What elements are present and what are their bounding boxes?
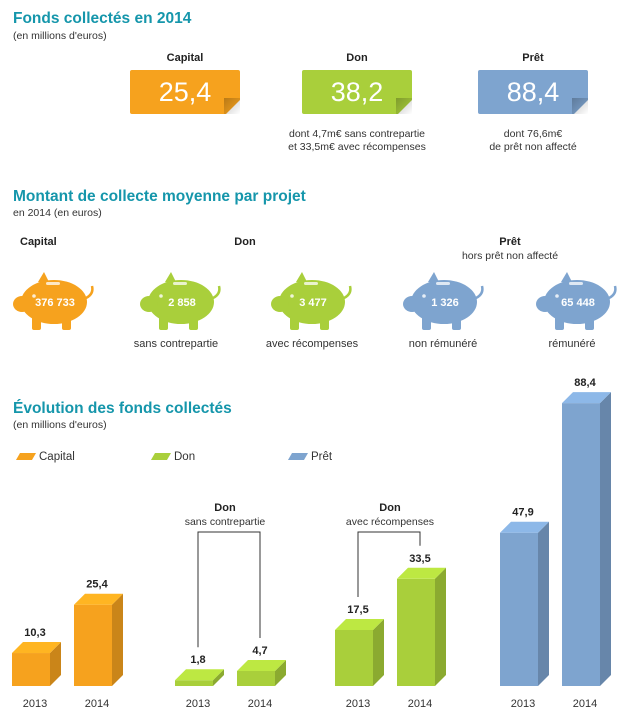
bar-3-0-front xyxy=(500,532,538,686)
bar-2-1-top xyxy=(397,567,446,579)
category-label: 2014 xyxy=(573,698,597,710)
bar-value-label: 4,7 xyxy=(252,645,267,657)
legend-pret-label: Prêt xyxy=(311,451,333,463)
bar-3-0-top xyxy=(500,521,549,533)
section3-title: Évolution des fonds collectés xyxy=(13,400,232,417)
section2-title: Montant de collecte moyenne par projet xyxy=(13,188,306,205)
pig-group-capital: Capital xyxy=(20,236,57,248)
legend-capital-label: Capital xyxy=(39,451,75,463)
pig-group-pret: Prêt xyxy=(499,236,521,248)
bar-0-1-front xyxy=(74,604,112,686)
bar-value-label: 88,4 xyxy=(574,377,596,389)
card-pret-note-2: de prêt non affecté xyxy=(489,141,577,153)
card-pret-value: 88,4 xyxy=(506,77,560,107)
piggy-bank-3: 3 477 xyxy=(268,270,358,332)
category-label: 2013 xyxy=(511,698,535,710)
category-label: 2014 xyxy=(85,698,109,710)
bar-2-0-front xyxy=(335,630,373,686)
piggy-bank-label: sans contrepartie xyxy=(133,338,219,350)
card-don-label: Don xyxy=(346,52,368,64)
bar-1-1-front xyxy=(237,670,275,686)
bar-1-1-side xyxy=(275,659,286,686)
bar-1-0-side xyxy=(213,669,224,686)
piggy-bank-1: 376 733 xyxy=(10,270,100,332)
category-label: 2014 xyxy=(248,698,272,710)
bar-value-label: 33,5 xyxy=(409,553,430,565)
piggy-bank-label: non rémunéré xyxy=(408,338,478,350)
piggy-bank-label: avec récompenses xyxy=(265,338,359,350)
card-don-note-1: dont 4,7m€ sans contrepartie xyxy=(289,128,425,140)
card-pret-label: Prêt xyxy=(522,52,544,64)
category-label: 2013 xyxy=(346,698,370,710)
bar-0-0-top xyxy=(12,642,61,654)
card-pret: 88,4 xyxy=(478,70,589,115)
piggy-bank-value: 1 326 xyxy=(431,297,459,309)
card-capital: 25,4 xyxy=(130,70,241,115)
piggy-bank-icon xyxy=(536,272,617,330)
pig-group-pret-sub: hors prêt non affecté xyxy=(461,250,559,262)
bracket2-subtitle: avec récompenses xyxy=(345,516,435,528)
category-label: 2014 xyxy=(408,698,432,710)
piggy-bank-value: 376 733 xyxy=(35,297,75,309)
bar-2-0-side xyxy=(373,619,384,686)
section1-title: Fonds collectés en 2014 xyxy=(13,10,192,27)
bar-value-label: 10,3 xyxy=(24,627,45,639)
piggy-bank-label: rémunéré xyxy=(548,338,596,350)
bar-3-0-side xyxy=(538,521,549,686)
piggy-bank-value: 65 448 xyxy=(561,297,595,309)
piggy-bank-value: 2 858 xyxy=(168,297,196,309)
bar-value-label: 47,9 xyxy=(512,507,533,519)
legend-don-label: Don xyxy=(174,451,196,463)
piggy-bank-icon xyxy=(271,272,352,330)
category-label: 2013 xyxy=(23,698,47,710)
legend-don: Don xyxy=(150,451,196,463)
bar-0-1-side xyxy=(112,593,123,686)
piggy-bank-icon xyxy=(403,272,484,330)
bar-2-1-side xyxy=(435,567,446,686)
legend-pret: Prêt xyxy=(287,451,333,463)
bar-value-label: 25,4 xyxy=(86,579,108,591)
bar-3-1-side xyxy=(600,392,611,686)
legend-capital: Capital xyxy=(15,451,75,463)
card-capital-value: 25,4 xyxy=(158,77,212,107)
bar-1-0-top xyxy=(175,669,224,681)
bar-0-0-front xyxy=(12,653,50,686)
piggy-bank-icon xyxy=(13,272,94,330)
bar-0-0-side xyxy=(50,642,61,686)
category-label: 2013 xyxy=(186,698,210,710)
card-don-value: 38,2 xyxy=(330,77,384,107)
bar-2-0-top xyxy=(335,619,384,630)
bar-1-1-top xyxy=(237,659,286,671)
card-don-note-2: et 33,5m€ avec récompenses xyxy=(288,141,426,153)
bar-3-1-front xyxy=(562,403,600,686)
group-bracket-2 xyxy=(357,531,421,597)
section1-subtitle: (en millions d'euros) xyxy=(13,30,107,42)
bar-0-1-top xyxy=(74,593,123,605)
bracket1-title: Don xyxy=(214,502,236,514)
card-pret-note-1: dont 76,6m€ xyxy=(503,128,563,140)
bracket2-title: Don xyxy=(379,502,401,514)
bar-value-label: 17,5 xyxy=(347,604,368,616)
piggy-bank-icon xyxy=(140,272,221,330)
bar-value-label: 1,8 xyxy=(190,654,205,666)
card-capital-label: Capital xyxy=(166,52,204,64)
piggy-bank-4: 1 326 xyxy=(400,270,490,332)
bar-1-0-front xyxy=(175,680,213,686)
section3-subtitle: (en millions d'euros) xyxy=(13,419,107,431)
section2-subtitle: en 2014 (en euros) xyxy=(13,207,102,219)
bar-3-1-top xyxy=(562,392,611,404)
card-don: 38,2 xyxy=(302,70,413,115)
piggy-bank-value: 3 477 xyxy=(299,297,327,309)
pig-group-don: Don xyxy=(234,236,256,248)
bar-2-1-front xyxy=(397,578,435,686)
piggy-bank-5: 65 448 xyxy=(533,270,623,332)
group-bracket-1 xyxy=(197,531,261,648)
piggy-bank-2: 2 858 xyxy=(137,270,227,332)
bracket1-subtitle: sans contrepartie xyxy=(184,516,266,528)
